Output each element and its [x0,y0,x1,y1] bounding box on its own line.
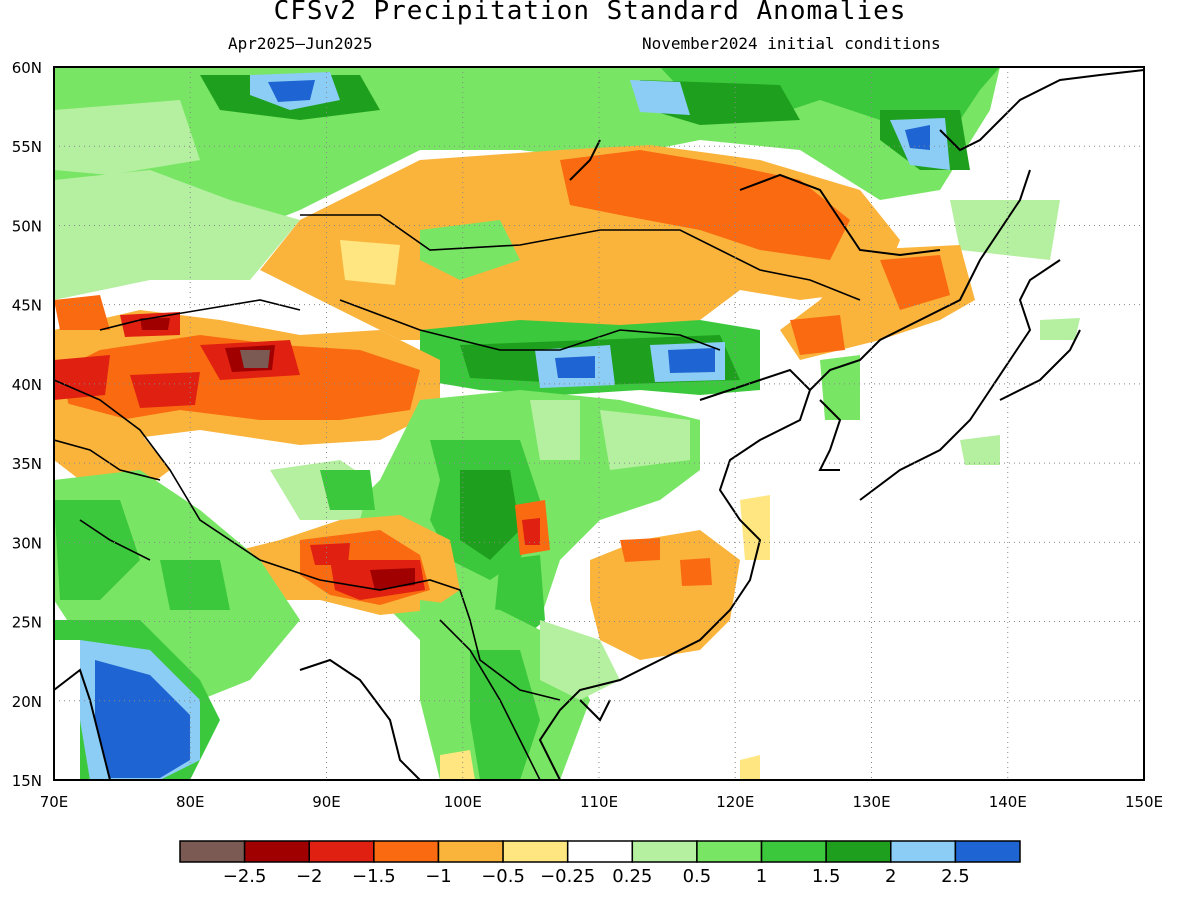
colorbar-label: −1.5 [352,866,396,887]
colorbar-label: 0.25 [612,866,652,887]
colorbar-swatch [825,840,892,863]
coastlines [54,69,1144,780]
lon-tick-label: 130E [852,793,890,811]
lat-tick-label: 50N [12,217,42,235]
colorbar-label: −0.25 [540,866,595,887]
colorbar-label: 1 [756,866,767,887]
anomaly-field [54,67,1144,780]
lon-tick-label: 70E [40,793,69,811]
colorbar-swatch [243,840,310,863]
lat-tick-label: 55N [12,138,42,156]
colorbar-swatch [179,840,246,863]
colorbar-swatch [502,840,569,863]
colorbar-swatch [696,840,763,863]
colorbar-label: −0.5 [481,866,525,887]
lat-tick-label: 35N [12,455,42,473]
lat-tick-label: 40N [12,376,42,394]
colorbar-swatch [760,840,827,863]
colorbar-swatch [308,840,375,863]
colorbar-swatch [437,840,504,863]
lat-tick-label: 45N [12,297,42,315]
lon-tick-label: 150E [1125,793,1163,811]
colorbar-label: 2 [885,866,896,887]
colorbar-swatch [954,840,1021,863]
lat-tick-label: 25N [12,614,42,632]
grid-lines [54,67,1144,780]
colorbar [179,840,1021,863]
colorbar-swatch [890,840,957,863]
colorbar-label: 1.5 [812,866,841,887]
lon-tick-label: 80E [176,793,205,811]
lon-tick-label: 90E [312,793,341,811]
initial-conditions-label: November2024 initial conditions [642,34,941,53]
colorbar-label: −1 [425,866,452,887]
lon-tick-label: 120E [716,793,754,811]
lon-tick-label: 100E [444,793,482,811]
colorbar-label: −2.5 [223,866,267,887]
colorbar-swatch [631,840,698,863]
colorbar-labels: −2.5 −2 −1.5 −1 −0.5 −0.25 0.25 0.5 1 1.5 2 2.5 [223,866,970,887]
map-title: CFSv2 Precipitation Standard Anomalies [273,0,907,26]
map-frame [53,66,1145,781]
colorbar-swatch [566,840,634,863]
lat-tick-label: 20N [12,693,42,711]
colorbar-label: −2 [296,866,323,887]
colorbar-label: 0.5 [683,866,712,887]
lat-tick-label: 30N [12,534,42,552]
lon-tick-label: 140E [989,793,1027,811]
lat-tick-label: 15N [12,772,42,790]
country-borders [54,214,861,780]
lon-tick-label: 110E [580,793,618,811]
lat-tick-label: 60N [12,59,42,77]
lon-tick-labels: 70E 80E 90E 100E 110E 120E 130E 140E 150E [40,793,1163,811]
lat-tick-labels: 15N 20N 25N 30N 35N 40N 45N 50N 55N 60N [12,59,42,790]
forecast-period: Apr2025—Jun2025 [228,34,373,53]
colorbar-swatch [373,840,440,863]
colorbar-label: 2.5 [941,866,970,887]
